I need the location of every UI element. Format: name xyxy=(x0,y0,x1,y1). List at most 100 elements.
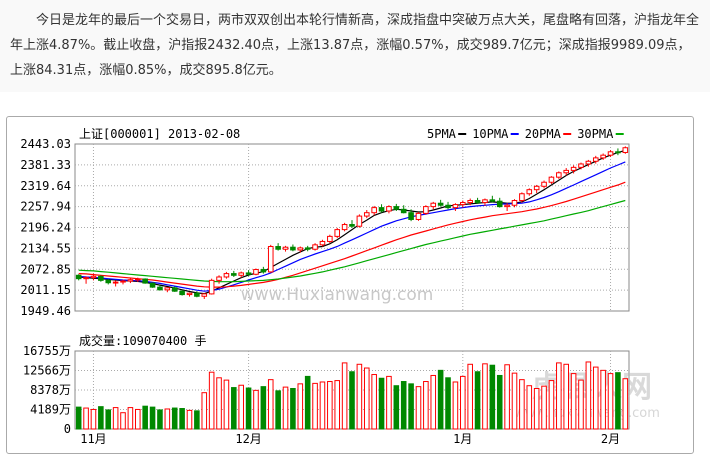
candlestick xyxy=(386,205,392,214)
candlestick xyxy=(267,244,274,273)
candlestick xyxy=(194,291,200,298)
volume-bar xyxy=(400,381,407,430)
candlestick xyxy=(430,201,437,210)
candle-body xyxy=(334,229,341,237)
candlestick xyxy=(511,199,518,208)
volume-bar xyxy=(474,371,481,430)
candlestick xyxy=(157,285,163,291)
watermark-url: www.Huxianwang.com xyxy=(241,285,434,305)
candlestick xyxy=(474,197,481,204)
candlestick xyxy=(186,292,193,297)
candle-body xyxy=(548,176,555,183)
ma-line-5pma xyxy=(78,149,626,295)
x-tick-label: 11月 xyxy=(80,432,106,446)
candlestick xyxy=(120,279,126,285)
volume-bar xyxy=(319,381,326,430)
legend-label: 20PMA xyxy=(525,127,562,141)
candlestick xyxy=(334,227,341,239)
candle-body xyxy=(578,163,584,168)
legend-item: 20PMA xyxy=(525,127,572,141)
volume-bar xyxy=(341,362,348,430)
candlestick xyxy=(408,209,414,222)
candlestick xyxy=(282,245,289,252)
volume-bar xyxy=(75,406,82,430)
candlestick xyxy=(548,176,555,184)
candle-body xyxy=(120,280,126,283)
candlestick xyxy=(356,214,363,228)
volume-y-tick-label: 8378万 xyxy=(30,383,71,397)
candle-body xyxy=(157,286,163,291)
candlestick xyxy=(253,268,259,276)
volume-bar xyxy=(467,363,473,430)
candle-body xyxy=(164,287,171,291)
candle-body xyxy=(282,246,289,250)
candle-body xyxy=(504,204,510,208)
volume-bar xyxy=(356,363,363,430)
candlestick xyxy=(541,180,547,189)
candle-body xyxy=(371,207,377,214)
candlestick xyxy=(341,222,348,232)
volume-bar xyxy=(556,362,562,430)
candle-body xyxy=(297,247,304,251)
candlestick xyxy=(260,266,267,274)
volume-bar xyxy=(194,410,200,430)
volume-bar xyxy=(142,405,148,430)
candle-body xyxy=(452,204,459,209)
price-y-tick-label: 2319.64 xyxy=(20,179,71,193)
candle-body xyxy=(290,246,296,251)
price-y-tick-label: 2196.24 xyxy=(20,221,71,235)
volume-bar xyxy=(127,407,134,430)
candle-body xyxy=(378,207,385,212)
volume-bar xyxy=(548,380,555,430)
volume-bar xyxy=(489,364,496,430)
volume-bar xyxy=(622,378,629,430)
candle-body xyxy=(511,200,518,206)
volume-y-tick-label: 4189万 xyxy=(30,403,71,417)
volume-bar xyxy=(186,409,193,430)
candlestick xyxy=(275,243,281,251)
candle-body xyxy=(607,151,614,156)
volume-bar xyxy=(149,406,156,430)
price-y-tick-label: 1949.46 xyxy=(20,304,71,318)
candle-body xyxy=(149,282,156,288)
candlestick xyxy=(83,276,89,284)
x-tick-label: 1月 xyxy=(453,432,472,446)
candlestick xyxy=(622,146,629,154)
candle-body xyxy=(319,240,326,246)
candlestick xyxy=(134,277,141,283)
stock-chart: 2443.03 2381.33 2319.64 2257.94 2196.24 2134.… xyxy=(20,127,659,446)
candlestick xyxy=(208,278,215,295)
candle-body xyxy=(83,277,89,280)
volume-bar xyxy=(134,408,141,430)
candlestick xyxy=(223,271,230,279)
candlestick xyxy=(445,201,451,210)
candle-body xyxy=(519,193,525,202)
volume-bar xyxy=(519,379,525,430)
candle-body xyxy=(275,246,281,250)
candle-body xyxy=(533,185,540,191)
candlestick xyxy=(327,234,333,244)
volume-bar xyxy=(445,377,451,430)
candle-body xyxy=(474,200,481,204)
candlestick xyxy=(393,203,400,212)
candle-body xyxy=(489,199,496,202)
candlestick xyxy=(482,198,488,206)
candle-body xyxy=(622,147,629,153)
candle-body xyxy=(349,224,355,227)
candlestick xyxy=(526,188,533,196)
candle-body xyxy=(127,279,134,282)
volume-bar xyxy=(290,387,296,430)
candle-body xyxy=(615,151,621,154)
price-y-tick-label: 2257.94 xyxy=(20,200,71,214)
volume-bar xyxy=(275,390,281,430)
volume-bar xyxy=(208,371,215,430)
candle-body xyxy=(460,202,466,206)
volume-bar xyxy=(511,372,518,430)
volume-bar xyxy=(260,386,267,430)
volume-bar xyxy=(615,372,621,430)
ma-line-30pma xyxy=(78,199,626,283)
candlestick xyxy=(171,286,178,292)
candlestick xyxy=(127,278,134,284)
volume-bar xyxy=(578,379,584,430)
legend-item: 10PMA xyxy=(472,127,519,141)
